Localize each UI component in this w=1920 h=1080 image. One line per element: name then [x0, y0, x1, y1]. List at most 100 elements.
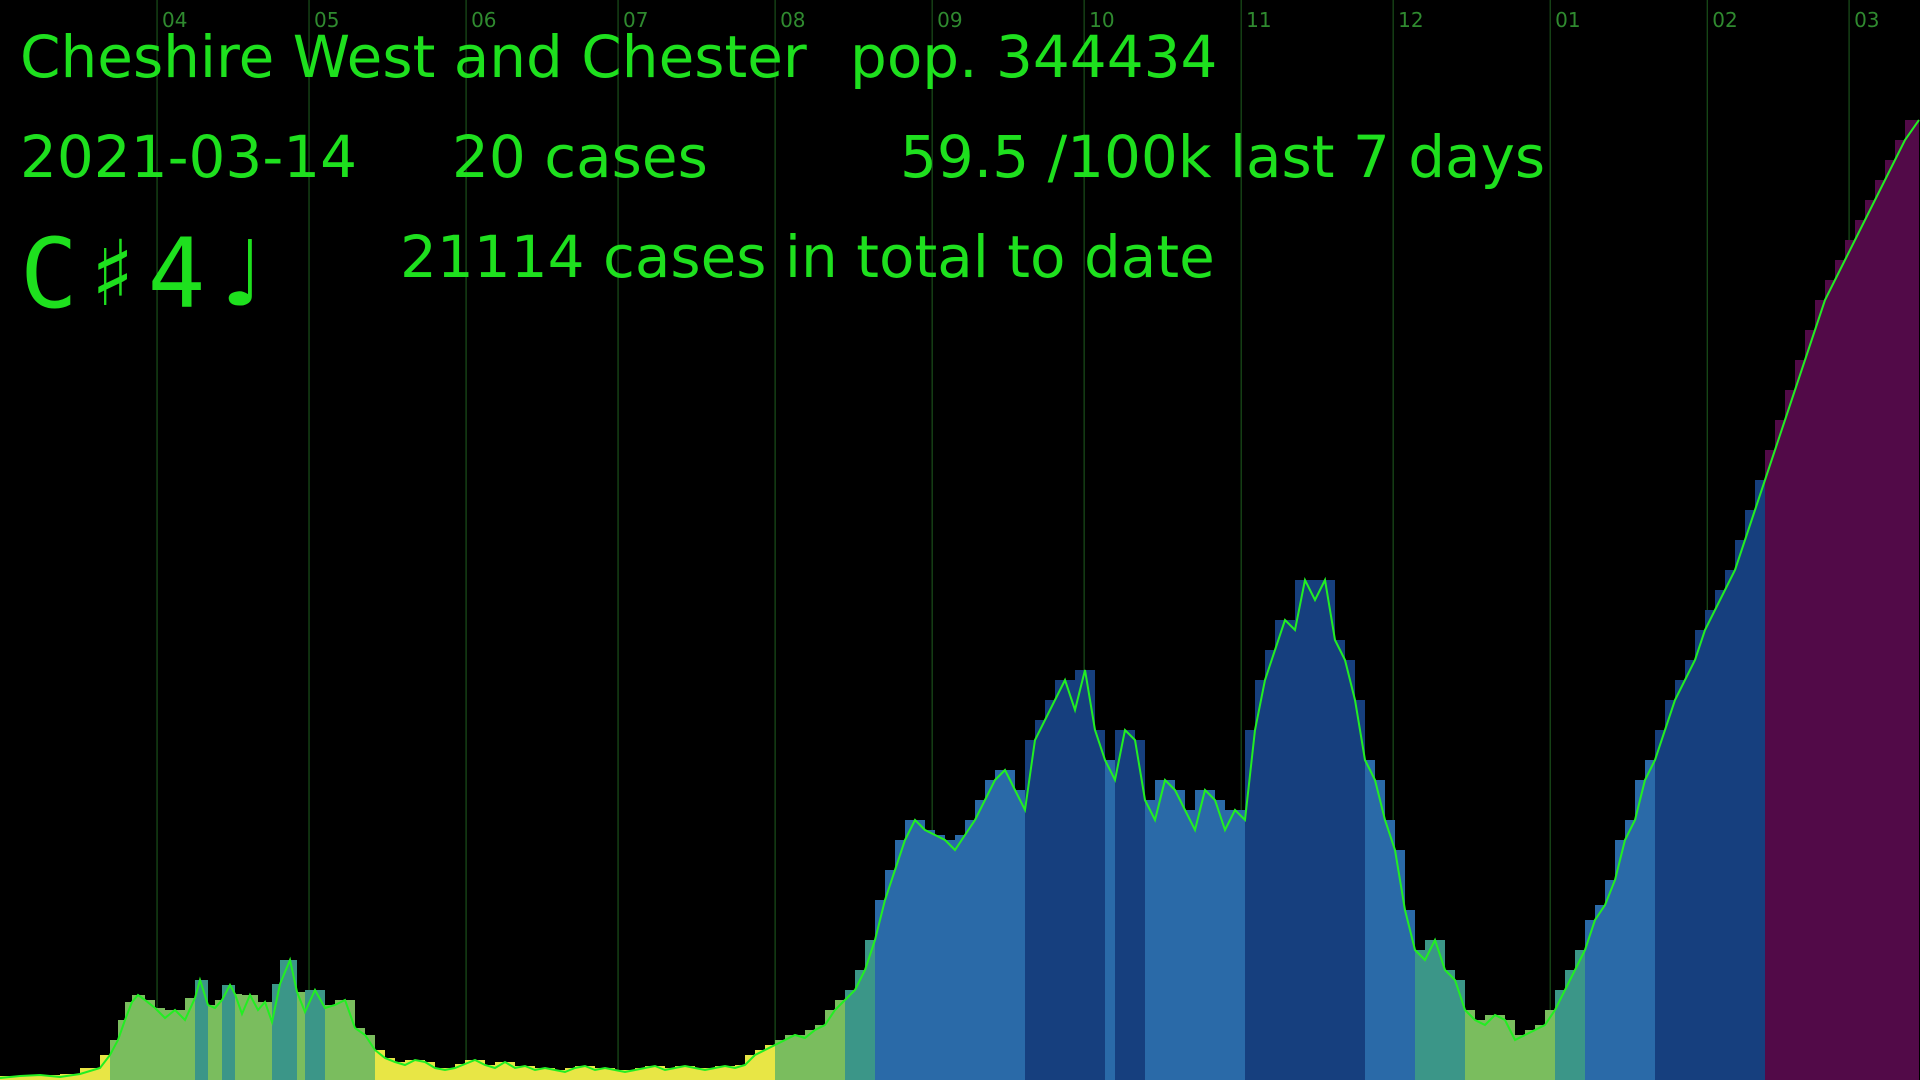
case-bar: [655, 1066, 665, 1080]
case-bar: [465, 1060, 475, 1080]
case-bar: [1755, 480, 1765, 1080]
case-bar: [525, 1066, 535, 1080]
case-bar: [230, 985, 235, 1080]
case-bar: [1795, 360, 1805, 1080]
case-bar: [1375, 780, 1385, 1080]
case-bar: [1215, 800, 1225, 1080]
case-bar: [875, 900, 885, 1080]
case-bar: [125, 1002, 132, 1080]
case-bar: [665, 1068, 675, 1080]
case-bar: [242, 995, 250, 1080]
case-bar: [645, 1066, 655, 1080]
case-bar: [1565, 970, 1575, 1080]
case-bar: [785, 1035, 795, 1080]
case-bar: [1245, 730, 1255, 1080]
case-bar: [775, 1040, 785, 1080]
case-bar: [258, 1002, 265, 1080]
case-bar: [155, 1008, 165, 1080]
case-bar: [895, 840, 905, 1080]
case-bar: [835, 1000, 845, 1080]
case-bar: [1205, 790, 1215, 1080]
case-bar: [1415, 950, 1425, 1080]
music-note-label: C♯4♩: [20, 218, 276, 330]
case-bar: [1545, 1010, 1555, 1080]
case-bar: [915, 820, 925, 1080]
case-bar: [315, 990, 325, 1080]
case-bar: [1615, 840, 1625, 1080]
case-bar: [695, 1068, 705, 1080]
case-bar: [235, 994, 242, 1080]
case-bar: [585, 1066, 595, 1080]
case-bar: [1405, 910, 1415, 1080]
daily-case-bars: [0, 120, 1919, 1080]
area-name: Cheshire West and Chester: [20, 23, 807, 91]
case-bar: [1035, 720, 1045, 1080]
case-bar: [545, 1068, 555, 1080]
case-bar: [280, 960, 290, 1080]
case-bar: [1625, 820, 1635, 1080]
month-tick-label: 11: [1246, 8, 1271, 32]
case-bar: [100, 1055, 110, 1080]
case-bar: [1055, 680, 1065, 1080]
case-bar: [1235, 810, 1245, 1080]
case-bar: [1875, 180, 1885, 1080]
case-bar: [1815, 300, 1825, 1080]
case-bar: [1275, 620, 1285, 1080]
case-bar: [985, 780, 995, 1080]
case-bar: [1765, 450, 1775, 1080]
case-bar: [1425, 940, 1435, 1080]
case-bar: [745, 1055, 755, 1080]
case-bar: [845, 990, 855, 1080]
case-bar: [765, 1045, 775, 1080]
case-bar: [615, 1070, 625, 1080]
case-bar: [1855, 220, 1865, 1080]
case-bar: [1845, 240, 1855, 1080]
report-date: 2021-03-14: [20, 123, 358, 191]
case-bar: [725, 1066, 735, 1080]
case-bar: [885, 870, 895, 1080]
case-bar: [200, 980, 208, 1080]
case-bar: [445, 1068, 455, 1080]
case-bar: [132, 995, 138, 1080]
case-bar: [165, 1010, 175, 1080]
case-bar: [1885, 160, 1895, 1080]
case-bar: [1575, 950, 1585, 1080]
case-bar: [795, 1035, 805, 1080]
case-bar: [955, 835, 965, 1080]
case-bar: [1435, 940, 1445, 1080]
case-bar: [1505, 1020, 1515, 1080]
case-bar: [1345, 660, 1355, 1080]
population: pop. 344434: [850, 23, 1218, 91]
case-bar: [1155, 780, 1165, 1080]
case-bar: [1895, 140, 1905, 1080]
case-bar: [865, 940, 875, 1080]
case-bar: [755, 1050, 765, 1080]
case-bar: [1775, 420, 1785, 1080]
case-bar: [905, 820, 915, 1080]
case-bar: [1315, 580, 1325, 1080]
case-bar: [425, 1062, 435, 1080]
case-bar: [1495, 1015, 1505, 1080]
case-bar: [575, 1066, 585, 1080]
month-tick-labels: 04 05 06 07 08 09 10 11 12 01 02 03: [162, 8, 1879, 32]
case-bar: [555, 1070, 565, 1080]
case-bar: [1605, 880, 1615, 1080]
case-bar: [625, 1070, 635, 1080]
month-tick-label: 09: [937, 8, 962, 32]
case-bar: [40, 1075, 60, 1080]
case-bar: [1225, 810, 1235, 1080]
case-bar: [375, 1050, 385, 1080]
month-tick-label: 03: [1854, 8, 1879, 32]
case-bar: [945, 840, 955, 1080]
case-bar: [1005, 770, 1015, 1080]
case-bar: [1675, 680, 1685, 1080]
case-bar: [1705, 610, 1715, 1080]
case-bar: [995, 770, 1005, 1080]
case-trace-line: [0, 119, 1920, 1079]
case-bar: [565, 1068, 575, 1080]
case-bar: [145, 1000, 155, 1080]
month-tick-label: 01: [1555, 8, 1580, 32]
month-tick-label: 08: [780, 8, 805, 32]
case-bar: [215, 1000, 222, 1080]
